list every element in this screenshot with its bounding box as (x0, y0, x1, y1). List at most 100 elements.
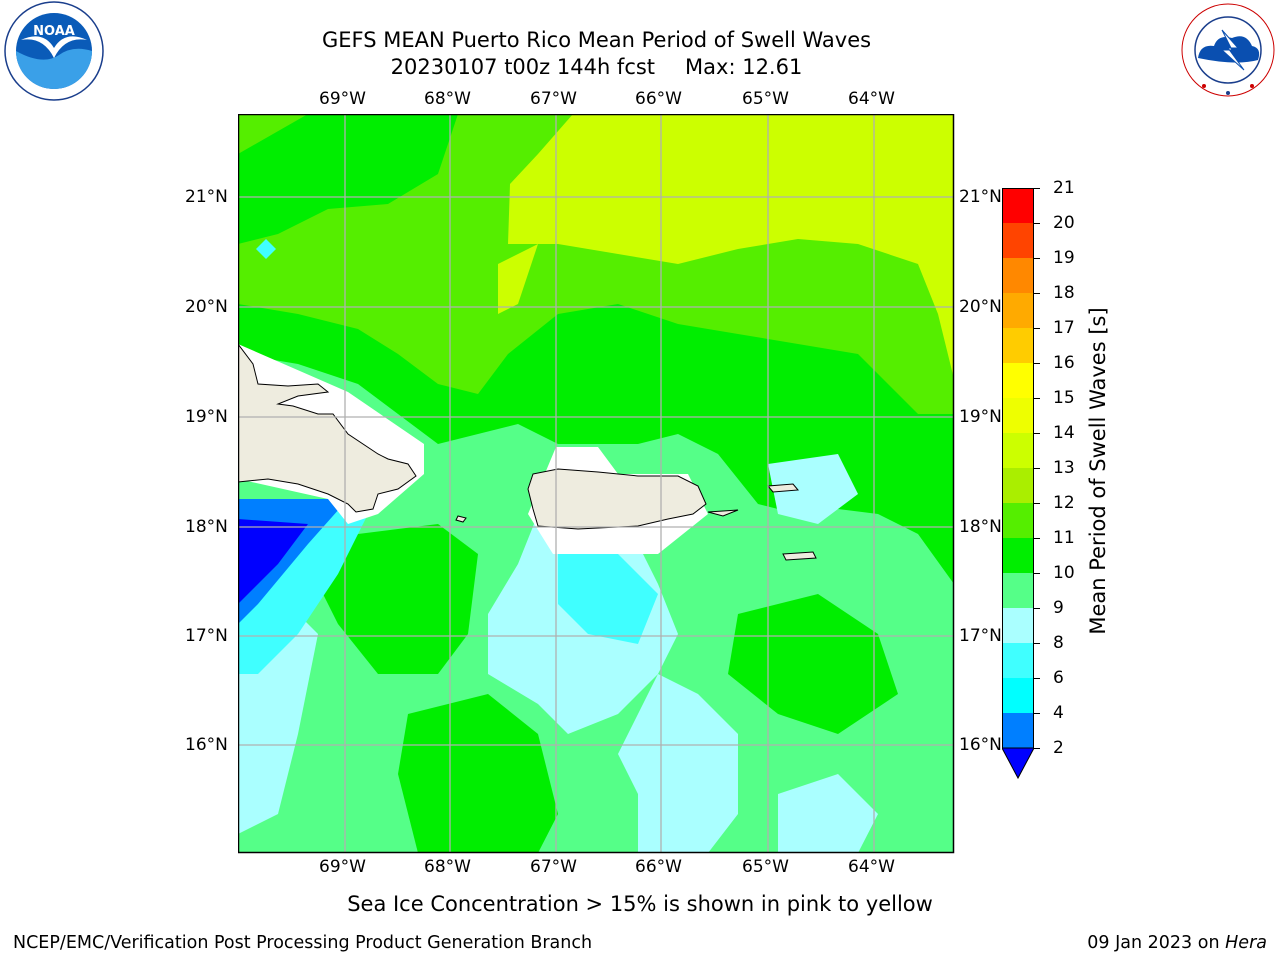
colorbar-bin (1002, 713, 1034, 748)
colorbar-tick-label: 8 (1034, 633, 1064, 653)
colorbar-tick-text: 20 (1053, 213, 1075, 233)
colorbar-frame (1002, 188, 1034, 748)
colorbar-tick-mark (1034, 502, 1040, 504)
colorbar-tick-label: 19 (1034, 248, 1075, 268)
virgin-islands-land (766, 483, 800, 493)
colorbar-tick-mark (1034, 537, 1040, 539)
colorbar-bin (1002, 538, 1034, 573)
colorbar-bin (1002, 468, 1034, 503)
colorbar-tick-mark (1034, 222, 1040, 224)
colorbar-tick-text: 6 (1053, 668, 1064, 688)
colorbar-bin (1002, 293, 1034, 328)
lon-label-bottom: 64°W (848, 857, 895, 877)
colorbar-tick-mark (1034, 572, 1040, 574)
colorbar-tick-text: 17 (1053, 318, 1075, 338)
colorbar-bin (1002, 258, 1034, 293)
footer-timestamp: 09 Jan 2023 on Hera (1087, 932, 1267, 954)
colorbar-bin (1002, 503, 1034, 538)
colorbar-tick-label: 15 (1034, 388, 1075, 408)
colorbar-tick-text: 16 (1053, 353, 1075, 373)
lat-label-left: 17°N (185, 626, 228, 646)
colorbar-bin (1002, 223, 1034, 258)
colorbar-tick-label: 16 (1034, 353, 1075, 373)
footer-date: 09 Jan 2023 on (1087, 933, 1220, 953)
contour-10-11-s (398, 694, 558, 853)
colorbar-tick-label: 2 (1034, 738, 1064, 758)
contour-2-4 (238, 519, 308, 604)
colorbar-tick-text: 12 (1053, 493, 1075, 513)
colorbar-ticks: 21 20 19 18 17 16 15 14 13 12 11 10 9 8 6 4 2 (1034, 178, 1094, 780)
lat-label-left: 20°N (185, 297, 228, 317)
noaa-logo-text: NOAA (33, 24, 75, 39)
lon-label-bottom: 67°W (530, 857, 577, 877)
vieques-land (707, 509, 739, 517)
mona-island-land (455, 515, 467, 523)
lat-label-right: 21°N (959, 187, 1002, 207)
contour-10-11-se (728, 594, 898, 734)
colorbar-bin (1002, 328, 1034, 363)
colorbar-tick-mark (1034, 257, 1040, 259)
lon-label-top: 64°W (848, 89, 895, 109)
colorbar-tick-mark (1034, 607, 1040, 609)
map-frame (238, 114, 955, 854)
colorbar-bin (1002, 678, 1034, 713)
colorbar-tick-text: 2 (1053, 738, 1064, 758)
lat-label-left: 16°N (185, 735, 228, 755)
lat-label-right: 16°N (959, 735, 1002, 755)
colorbar-tick-label: 6 (1034, 668, 1064, 688)
colorbar-tick-mark (1034, 467, 1040, 469)
lon-label-bottom: 68°W (424, 857, 471, 877)
colorbar-tick-mark (1034, 187, 1040, 189)
colorbar-label: Mean Period of Swell Waves [s] (1086, 307, 1110, 635)
colorbar-tick-text: 4 (1053, 703, 1064, 723)
lon-label-bottom: 69°W (319, 857, 366, 877)
colorbar-tick-mark (1034, 712, 1040, 714)
noaa-logo: NOAA (3, 0, 105, 102)
colorbar-tick-label: 13 (1034, 458, 1075, 478)
contour-6-8-nw (256, 239, 276, 259)
lat-label-right: 17°N (959, 626, 1002, 646)
colorbar-tick-mark (1034, 432, 1040, 434)
nws-logo (1176, 0, 1280, 100)
contour-8-9-east (768, 454, 858, 524)
lon-label-top: 66°W (635, 89, 682, 109)
colorbar-bin (1002, 608, 1034, 643)
colorbar-tick-mark (1034, 642, 1040, 644)
colorbar-tick-text: 11 (1053, 528, 1075, 548)
colorbar-tick-text: 10 (1053, 563, 1075, 583)
colorbar-tick-text: 19 (1053, 248, 1075, 268)
lat-label-right: 18°N (959, 517, 1002, 537)
colorbar-bin (1002, 573, 1034, 608)
lat-label-left: 18°N (185, 517, 228, 537)
swell-period-map (238, 114, 955, 854)
lat-label-right: 20°N (959, 297, 1002, 317)
colorbar-tick-mark (1034, 677, 1040, 679)
graticule (238, 114, 954, 853)
colorbar-tick-label: 11 (1034, 528, 1075, 548)
colorbar-extend-triangle (1001, 747, 1035, 780)
colorbar-tick-label: 20 (1034, 213, 1075, 233)
colorbar-tick-label: 10 (1034, 563, 1075, 583)
colorbar-tick-text: 9 (1053, 598, 1064, 618)
footer-host: Hera (1225, 933, 1267, 953)
colorbar-bin (1002, 433, 1034, 468)
colorbar-tick-mark (1034, 397, 1040, 399)
colorbar-tick-label: 12 (1034, 493, 1075, 513)
colorbar-tick-text: 8 (1053, 633, 1064, 653)
lat-label-left: 21°N (185, 187, 228, 207)
lon-label-bottom: 65°W (742, 857, 789, 877)
lat-label-left: 19°N (185, 407, 228, 427)
colorbar-bin (1002, 398, 1034, 433)
colorbar-tick-mark (1034, 362, 1040, 364)
st-croix-land (782, 551, 817, 561)
colorbar-bin (1002, 363, 1034, 398)
lon-label-top: 69°W (319, 89, 366, 109)
colorbar-tick-label: 21 (1034, 178, 1075, 198)
contour-6-8 (558, 544, 658, 644)
sea-ice-note: Sea Ice Concentration > 15% is shown in … (347, 892, 933, 916)
lon-label-top: 67°W (530, 89, 577, 109)
contour-12-13 (508, 114, 954, 379)
colorbar-tick-mark (1034, 327, 1040, 329)
contour-10-11-nw (238, 114, 458, 244)
colorbar-tick-text: 13 (1053, 458, 1075, 478)
